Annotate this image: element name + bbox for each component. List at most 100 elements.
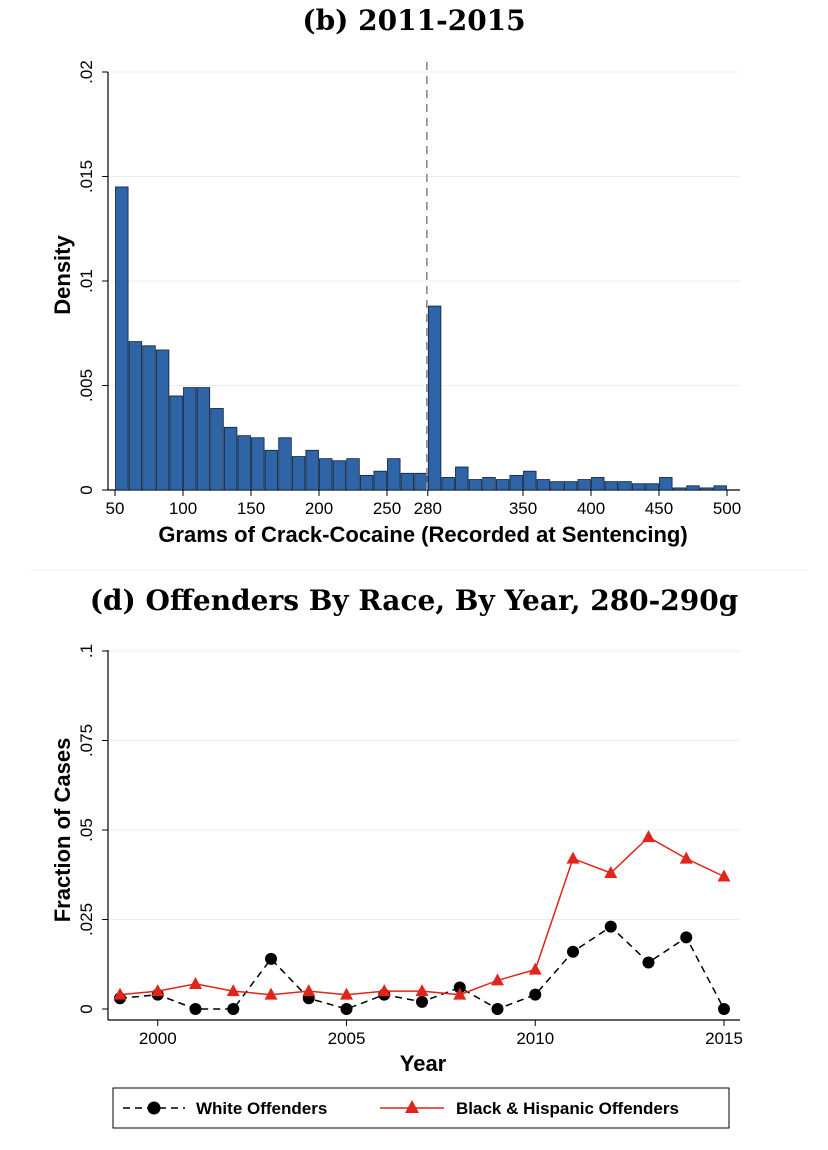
data-point-black-hispanic [264, 987, 278, 1000]
histogram-x-tick-label: 100 [169, 499, 197, 518]
histogram-bar [319, 458, 333, 491]
histogram-bar [482, 477, 496, 491]
histogram-bar [659, 477, 673, 491]
data-point-black-hispanic [340, 987, 353, 1000]
histogram-bar [509, 474, 523, 491]
data-point-black-hispanic [415, 984, 429, 997]
histogram-bar [468, 479, 483, 491]
histogram-bar [169, 395, 183, 491]
histogram-bar [142, 345, 156, 491]
data-point-black-hispanic [642, 830, 655, 843]
histogram-x-tick-label: 150 [237, 499, 265, 518]
histogram-y-tick-label: 0 [77, 485, 96, 494]
data-point-white [265, 952, 277, 965]
histogram-bar [631, 483, 646, 491]
histogram-bar [563, 481, 578, 491]
line-chart-x-axis-label: Year [400, 1051, 447, 1076]
line-chart-y-tick-label: .1 [77, 644, 96, 658]
histogram-x-ticks: 50 100 150 200 250 280 350 400 450 500 [106, 490, 741, 518]
legend-black-hispanic-label: Black & Hispanic Offenders [456, 1099, 679, 1118]
line-chart-x-tick-label: 2010 [516, 1029, 554, 1048]
data-point-white [227, 1003, 240, 1015]
line-chart-y-tick-label: .05 [77, 818, 96, 842]
histogram-bar [305, 449, 319, 491]
data-point-black-hispanic [377, 984, 391, 997]
histogram-y-axis-label: Density [50, 235, 75, 315]
data-point-black-hispanic [717, 869, 731, 882]
histogram-bar [414, 472, 428, 491]
histogram-bar [686, 485, 700, 491]
histogram-bar [155, 349, 170, 491]
histogram-x-axis-label: Grams of Crack-Cocaine (Recorded at Sent… [158, 522, 687, 547]
line-chart-gridlines [108, 650, 740, 920]
data-point-black-hispanic [302, 984, 316, 997]
histogram-x-tick-label: 400 [577, 499, 605, 518]
data-point-black-hispanic [528, 962, 542, 975]
histogram-title: (b) 2011-2015 [302, 4, 526, 37]
data-point-black-hispanic [226, 984, 240, 997]
histogram-bar [427, 305, 442, 491]
data-point-black-hispanic [604, 865, 618, 878]
histogram-y-ticks: 0 .005 .01 .015 .02 [77, 60, 108, 495]
data-point-white [340, 1003, 353, 1015]
histogram-bar [387, 458, 401, 491]
data-point-white [189, 1003, 202, 1015]
histogram-bar [604, 481, 619, 491]
histogram-bar [210, 408, 224, 491]
histogram-bar [251, 437, 265, 491]
histogram-bar [278, 437, 292, 491]
data-point-white [453, 981, 466, 994]
histogram-y-tick-label: .015 [77, 160, 96, 193]
series-line-black-hispanic [119, 836, 725, 996]
histogram-gridlines [108, 71, 740, 386]
histogram-bar [373, 470, 387, 491]
histogram-x-tick-label: 280 [414, 499, 442, 518]
histogram-bar [495, 479, 510, 491]
data-point-white [416, 995, 428, 1008]
data-point-black-hispanic [113, 987, 127, 1000]
legend-box [112, 1087, 730, 1129]
data-point-black-hispanic [151, 984, 165, 997]
line-chart-y-tick-label: 0 [77, 1004, 96, 1013]
histogram-bar [672, 487, 687, 491]
histogram-bar [523, 470, 537, 491]
histogram-bar [183, 387, 197, 491]
data-point-black-hispanic [491, 973, 504, 986]
histogram-bar [196, 387, 211, 491]
histogram-bars [115, 186, 727, 491]
line-chart-y-tick-label: .025 [77, 903, 96, 936]
histogram-bar [618, 481, 632, 491]
histogram-bar [591, 477, 605, 491]
histogram-bar [699, 487, 714, 491]
histogram-bar [128, 341, 143, 491]
histogram-bar [115, 186, 129, 491]
histogram-x-tick-label: 350 [509, 499, 537, 518]
line-chart-y-tick-label: .075 [77, 724, 96, 757]
data-point-white [642, 956, 655, 969]
histogram-bar [346, 458, 360, 491]
legend-black-hispanic-marker [405, 1100, 419, 1113]
data-point-white [491, 1003, 504, 1015]
histogram-x-tick-label: 500 [713, 499, 741, 518]
line-chart-series [113, 830, 731, 1015]
histogram-bar [577, 479, 591, 491]
histogram-y-tick-label: .005 [77, 369, 96, 402]
data-point-white [567, 945, 579, 958]
histogram-bar [455, 466, 469, 491]
legend: White Offenders Black & Hispanic Offende… [112, 1087, 730, 1129]
histogram-bar [359, 474, 374, 491]
legend-white-marker [147, 1101, 161, 1115]
histogram-x-tick-label: 250 [373, 499, 401, 518]
line-chart-x-tick-label: 2000 [139, 1029, 177, 1048]
data-point-black-hispanic [679, 851, 693, 864]
data-point-white [604, 920, 617, 933]
data-point-white [718, 1003, 730, 1015]
line-chart-x-tick-label: 2005 [328, 1029, 366, 1048]
line-chart-y-ticks: 0 .025 .05 .075 .1 [77, 644, 108, 1014]
histogram-bar [237, 435, 251, 491]
histogram-bar [291, 456, 306, 491]
line-chart-title: (d) Offenders By Race, By Year, 280-290g [89, 584, 739, 617]
data-point-black-hispanic [566, 851, 580, 864]
histogram-x-tick-label: 50 [106, 499, 125, 518]
